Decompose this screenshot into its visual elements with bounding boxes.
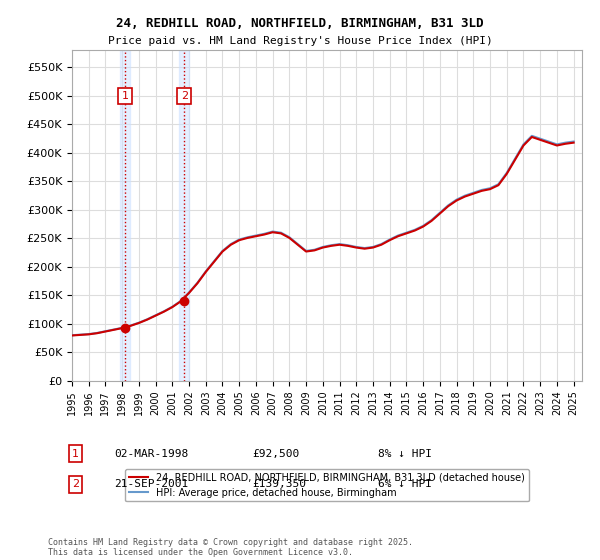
- Text: 8% ↓ HPI: 8% ↓ HPI: [378, 449, 432, 459]
- Text: Price paid vs. HM Land Registry's House Price Index (HPI): Price paid vs. HM Land Registry's House …: [107, 36, 493, 46]
- Text: 21-SEP-2001: 21-SEP-2001: [114, 479, 188, 489]
- Bar: [120, 50, 130, 381]
- Text: 6% ↓ HPI: 6% ↓ HPI: [378, 479, 432, 489]
- Text: 1: 1: [122, 91, 128, 101]
- Text: £92,500: £92,500: [252, 449, 299, 459]
- Text: 1: 1: [72, 449, 79, 459]
- Text: 2: 2: [181, 91, 188, 101]
- Legend: 24, REDHILL ROAD, NORTHFIELD, BIRMINGHAM, B31 3LD (detached house), HPI: Average: 24, REDHILL ROAD, NORTHFIELD, BIRMINGHAM…: [125, 469, 529, 502]
- Text: 2: 2: [72, 479, 79, 489]
- Text: 24, REDHILL ROAD, NORTHFIELD, BIRMINGHAM, B31 3LD: 24, REDHILL ROAD, NORTHFIELD, BIRMINGHAM…: [116, 17, 484, 30]
- Text: 02-MAR-1998: 02-MAR-1998: [114, 449, 188, 459]
- Bar: [179, 50, 190, 381]
- Text: £139,350: £139,350: [252, 479, 306, 489]
- Text: Contains HM Land Registry data © Crown copyright and database right 2025.
This d: Contains HM Land Registry data © Crown c…: [48, 538, 413, 557]
